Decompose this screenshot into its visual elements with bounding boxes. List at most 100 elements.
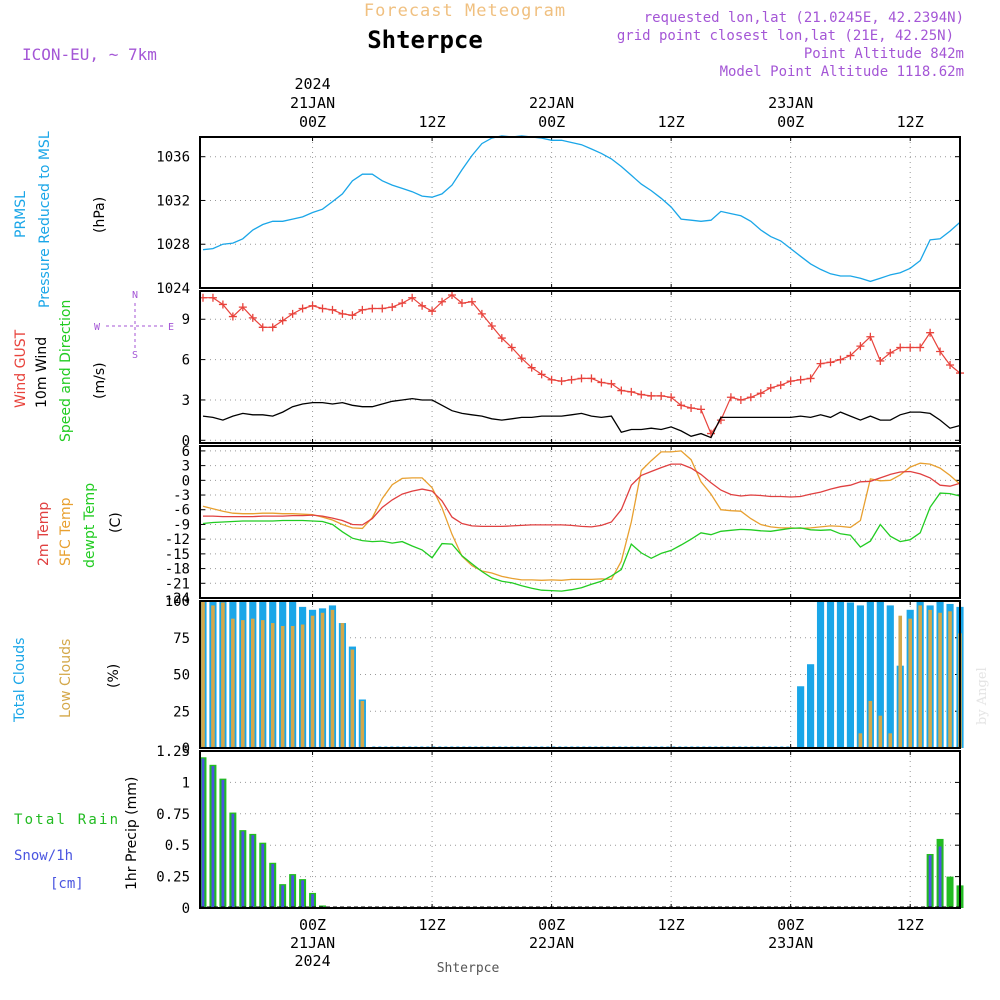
top-time-label: 12Z [658,113,685,131]
pressure-unit-label: (hPa) [92,197,108,233]
low-cloud-bar [310,615,315,748]
low-cloud-bar [231,618,235,748]
snow-bar [261,843,265,908]
gust-marker [448,291,457,300]
total-cloud-bar [836,601,845,748]
gust-marker [796,375,805,384]
temp2m-line [203,463,961,528]
snow-bar [281,885,285,908]
gust-marker [866,332,875,341]
gust-marker [806,374,815,383]
gust-marker [667,393,676,402]
bottom-time-label: 00Z [777,916,804,934]
compass-south-label: S [132,350,138,361]
total-rain-label: Total Rain [14,812,118,828]
snow-bar [291,875,295,908]
low-cloud-bar [330,609,335,748]
snow-bar [938,846,942,908]
gust-marker [537,370,546,379]
top-time-label: 12Z [419,113,446,131]
y-tick-label: -6 [173,503,190,519]
gust-marker [916,343,925,352]
compass-rose: N W E S [94,290,174,361]
low-cloud-bar [928,609,932,748]
top-time-label: 21JAN [290,94,335,112]
wind-speed-line [202,397,961,439]
gust-marker [577,374,586,383]
total-cloud-bar [846,602,855,748]
y-tick-label: 50 [173,668,190,684]
y-tick-label: 25 [173,704,190,720]
gust-marker [896,343,905,352]
snow-label: Snow/1h [14,848,73,864]
snow-bar [301,880,304,908]
snow-bar [201,758,205,908]
gust-marker [846,351,855,360]
top-time-label: 2024 [294,75,330,93]
gust-marker [348,311,357,320]
model-label: ICON-EU, ~ 7km [22,45,157,64]
y-tick-label: -3 [173,488,190,504]
gust-marker [567,375,576,384]
panel-frame [199,600,961,749]
gust-marker [398,299,407,308]
y-tick-label: 9 [182,312,190,328]
gust-marker [736,395,745,404]
plot-layer: 10241028103210360369-24-21-18-15-12-9-6-… [156,75,964,970]
gust-marker [318,304,327,313]
cloud-panel-labels: Total Clouds Low Clouds (%) [12,638,122,723]
gust-marker [248,313,257,322]
total-cloud-bar [856,605,864,748]
gust-label: Wind GUST [13,329,29,408]
top-time-label: 00Z [299,113,326,131]
gust-marker [497,334,506,343]
top-time-label: 23JAN [768,94,813,112]
compass-east-label: E [168,322,174,333]
low-cloud-bar [340,623,345,748]
gust-marker [547,375,556,384]
panel-frame [199,290,961,444]
top-time-label: 12Z [897,113,924,131]
gust-marker [388,303,397,312]
gust-marker [746,393,755,402]
wind-label: 10m Wind [34,337,50,408]
dewpt-label: dewpt Temp [82,483,98,568]
temp2m-label: 2m Temp [36,502,52,566]
sfc-temp-line [202,450,961,581]
low-cloud-bar [260,620,265,748]
wind-speed-dir-label: Speed and Direction [58,300,74,442]
gust-marker [776,381,785,390]
snow-bar [221,779,225,908]
gust-marker [208,293,217,302]
gust-marker [328,305,337,314]
gust-marker [607,379,616,388]
low-cloud-bar [300,624,305,748]
prmsl-desc-label: Pressure Reduced to MSL [37,131,53,308]
top-time-label: 00Z [777,113,804,131]
gust-marker [477,309,486,318]
bottom-time-label: 21JAN [290,934,335,952]
gust-marker [786,377,795,386]
low-cloud-bar [241,620,245,748]
prmsl-label: PRMSL [13,191,29,238]
y-tick-label: 75 [173,631,190,647]
gust-marker [338,309,347,318]
gust-marker [816,359,825,368]
gust-marker [926,328,935,337]
y-tick-label: 6 [182,353,190,369]
rain-bar [946,876,954,908]
y-tick-label: 0 [182,741,190,757]
location-title: Shterpce [367,26,483,54]
y-tick-label: 100 [165,594,190,610]
low-cloud-bar [290,625,295,748]
gust-marker [876,356,885,365]
requested-coords: requested lon,lat (21.0245E, 42.2394N) [644,10,964,26]
y-tick-label: 1.25 [156,744,190,760]
low-cloud-bar [320,612,325,748]
gust-marker [467,297,476,306]
gust-marker [726,393,735,402]
gust-marker [268,323,277,332]
snow-bar [271,864,275,908]
gust-marker [597,378,606,387]
